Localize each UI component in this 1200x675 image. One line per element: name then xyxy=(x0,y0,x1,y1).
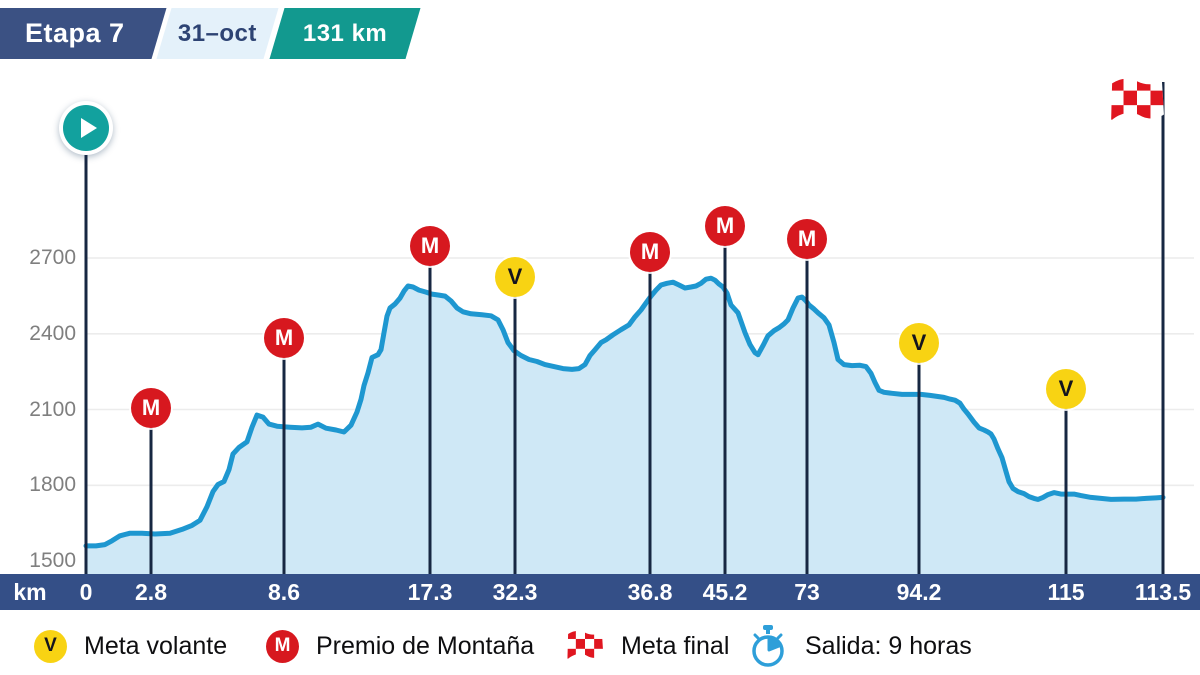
x-tick-label: 0 xyxy=(79,579,93,605)
mountain-icon: M xyxy=(266,629,299,663)
y-axis-labels: 2700 2400 2100 1800 1500 xyxy=(10,0,76,675)
stopwatch-icon xyxy=(752,625,784,667)
sprint-icon-letter: V xyxy=(44,635,57,656)
date-badge: 31–oct xyxy=(156,8,279,59)
x-tick-label: 2.8 xyxy=(135,579,167,605)
y-tick-label: 2700 xyxy=(29,246,76,269)
x-tick-label: 45.2 xyxy=(702,579,748,605)
legend-label: Salida: 9 horas xyxy=(805,631,972,660)
mountain-icon-letter: M xyxy=(274,635,291,656)
stage-date: 31–oct xyxy=(177,19,258,47)
x-tick-label: 73 xyxy=(794,579,820,605)
x-tick-label: 17.3 xyxy=(407,579,453,605)
y-tick-label: 1500 xyxy=(29,549,76,572)
legend-item-meta-final: Meta final xyxy=(566,622,729,670)
legend-item-salida: Salida: 9 horas xyxy=(748,622,972,670)
y-tick-label: 2400 xyxy=(29,321,76,345)
x-tick-label: 32.3 xyxy=(492,579,538,605)
legend-item-meta-volante: V Meta volante xyxy=(34,622,227,670)
legend-label: Meta final xyxy=(621,631,730,660)
x-tick-label: 94.2 xyxy=(896,579,942,605)
distance-badge: 131 km xyxy=(269,8,421,59)
legend-item-premio-montana: M Premio de Montaña xyxy=(266,622,534,670)
x-tick-label: km xyxy=(13,579,47,605)
x-tick-label: 8.6 xyxy=(268,579,300,605)
legend: V Meta volante M Premio de Montaña Meta … xyxy=(0,616,1200,675)
sprint-icon: V xyxy=(34,629,67,663)
y-tick-label: 2100 xyxy=(29,397,76,421)
y-tick-label: 1800 xyxy=(29,473,76,497)
legend-label: Meta volante xyxy=(84,631,228,660)
legend-label: Premio de Montaña xyxy=(316,631,535,660)
x-axis-bar: km 0 2.8 8.6 17.3 32.3 36.8 45.2 73 94.2 115 113.5 xyxy=(0,574,1200,610)
x-tick-label: 113.5 xyxy=(1134,579,1192,605)
stage-distance: 131 km xyxy=(302,19,388,47)
x-tick-label: 115 xyxy=(1047,579,1085,605)
checkered-flag-icon xyxy=(567,630,604,660)
x-tick-label: 36.8 xyxy=(627,579,673,605)
